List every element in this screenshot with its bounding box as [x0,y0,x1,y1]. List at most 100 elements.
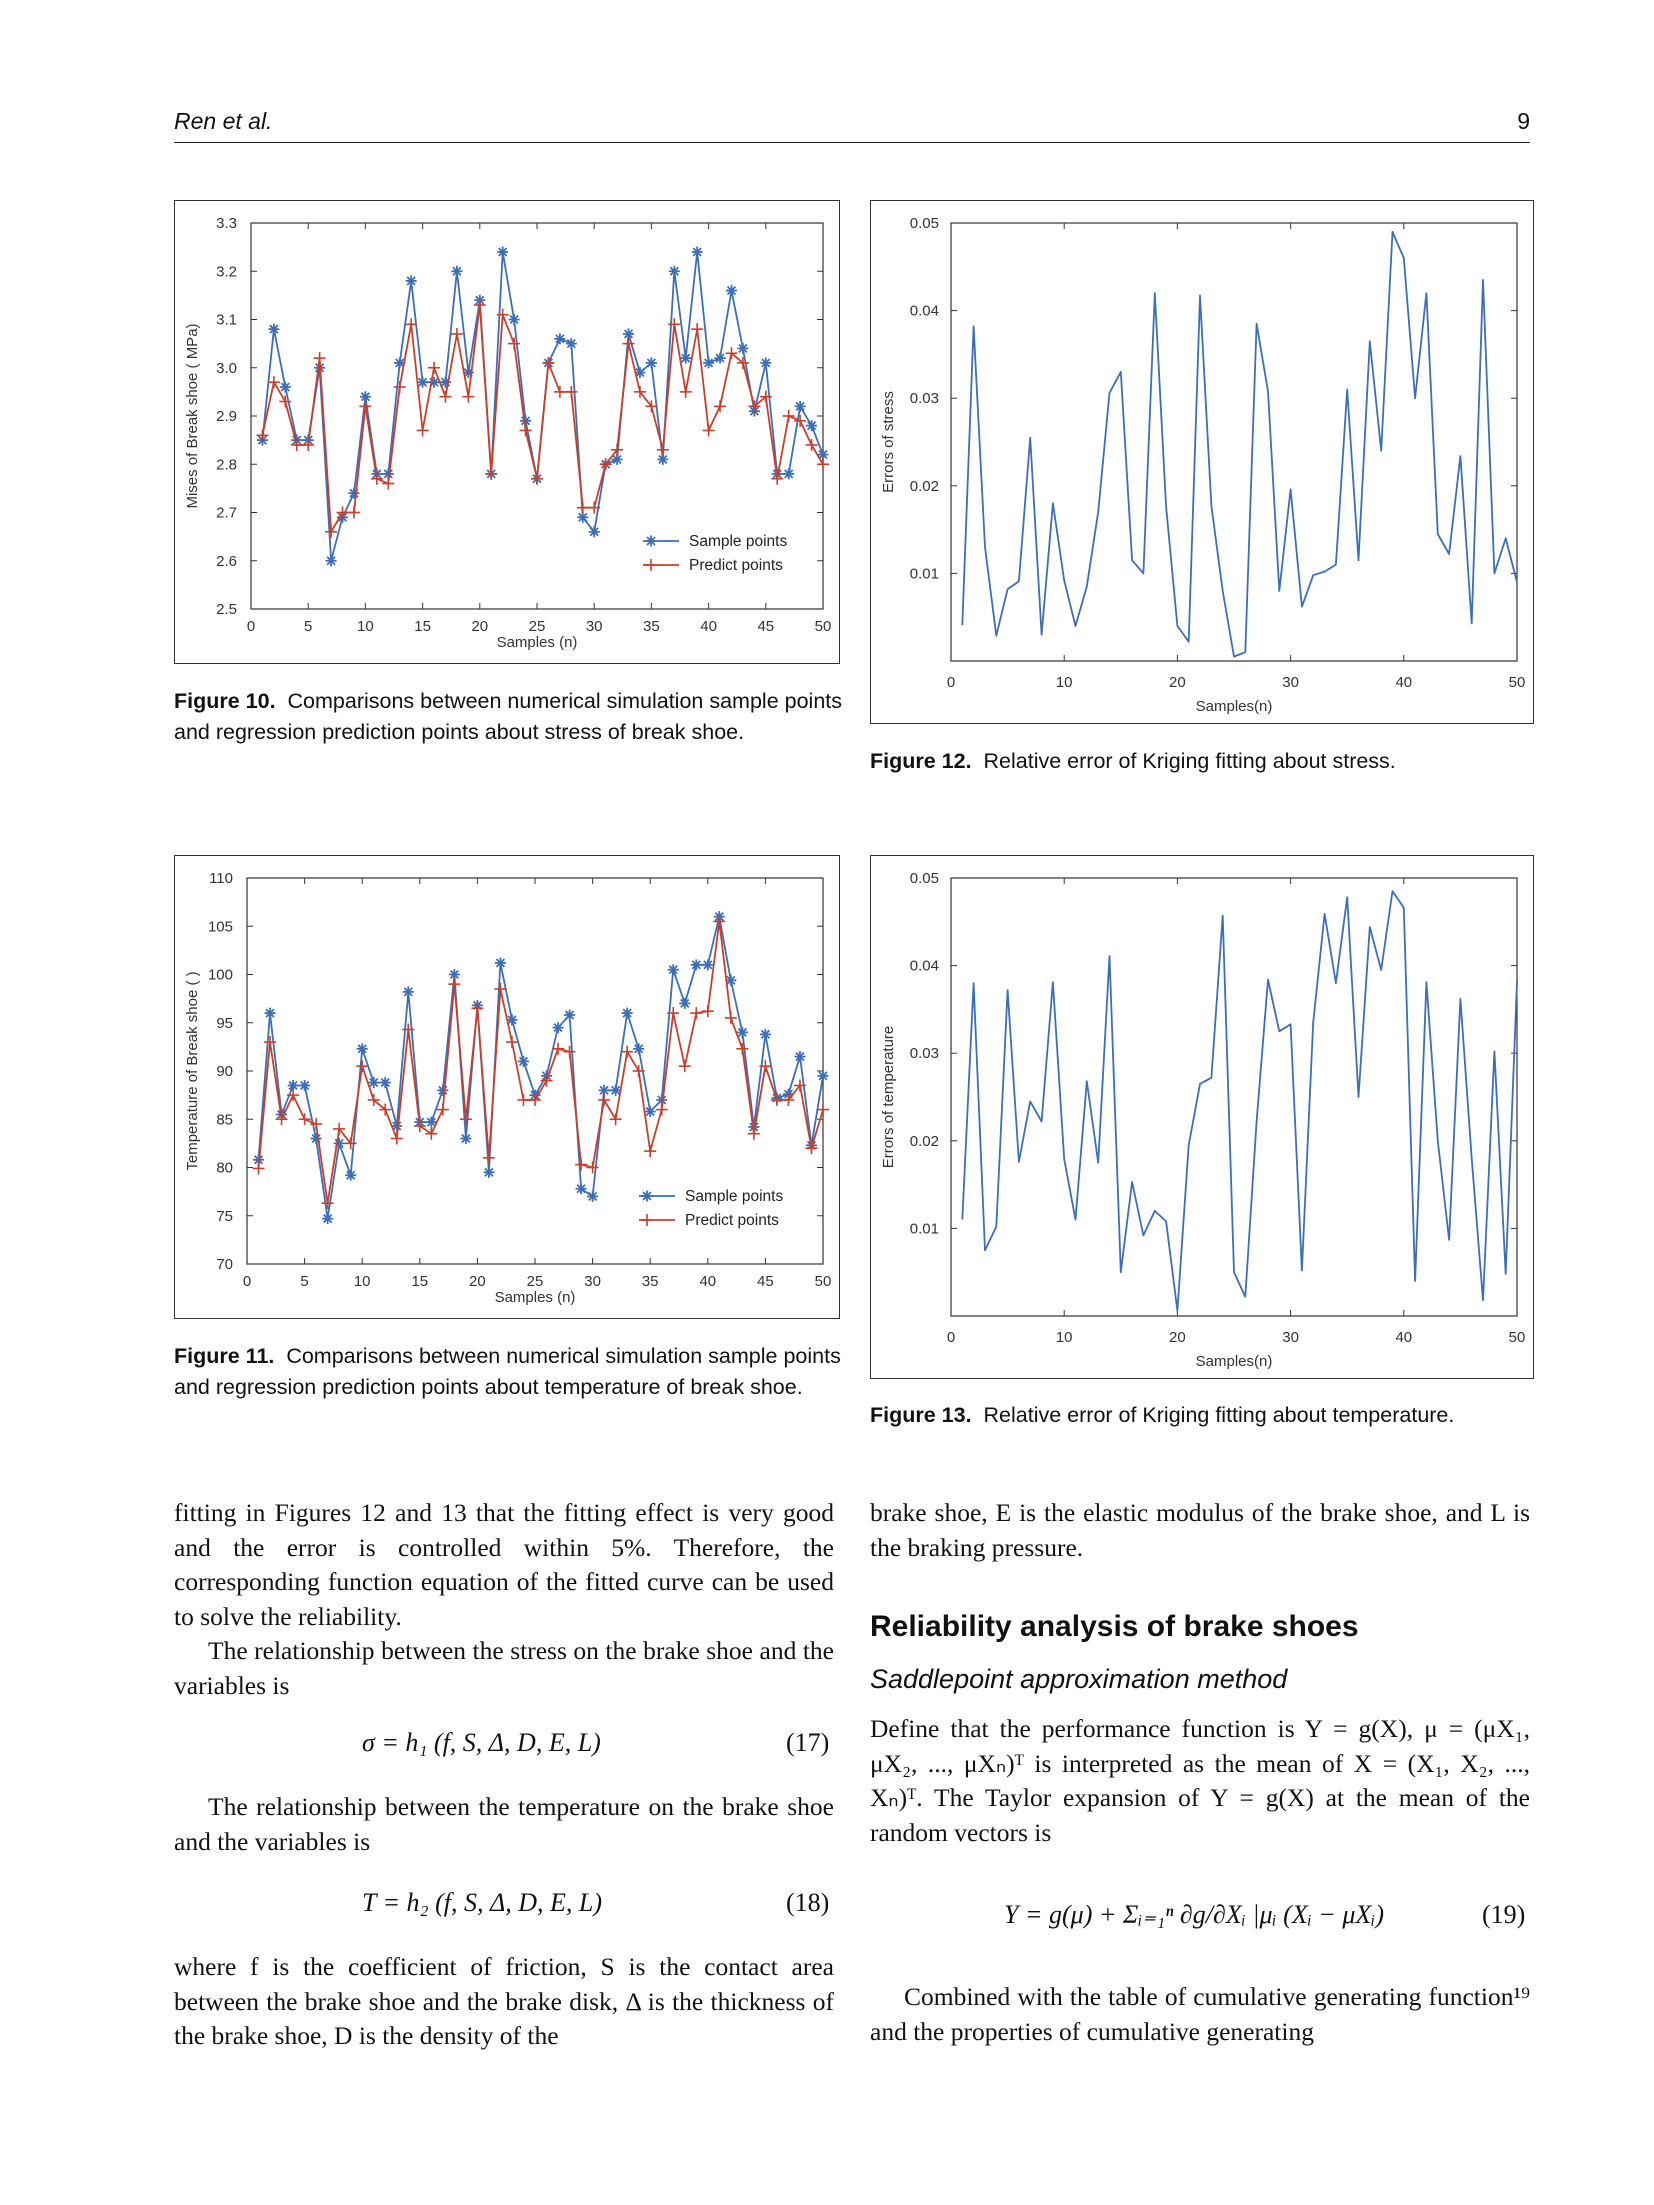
fig11-series-0-point-31 [610,1084,622,1096]
page-number: 9 [1517,108,1530,134]
fig12-series-0-line [961,230,1518,658]
fig10-ytick-label-6: 3.1 [216,312,237,329]
fig10-series-1-point-46 [782,410,795,422]
paragraph-performance-function: Define that the performance function is … [870,1714,1530,1847]
fig10-series-0-point-14 [417,376,429,388]
fig11-s0-p37-d2 [680,998,690,1009]
fig10-series-0-point-29 [588,526,600,538]
fig10-series-1-point-36 [668,318,681,331]
fig10-xtick-label-10: 50 [815,618,832,635]
fig11-s0-p36-d2 [668,965,678,975]
fig11-series-0-point-13 [402,986,414,998]
fig11-series-1-point-33 [632,1065,645,1077]
fig10-series-1-point-44 [759,390,772,403]
fig11-series-1-point-3 [287,1089,300,1102]
fig11-series-0-point-16 [437,1084,449,1096]
fig10-series-0-point-41 [725,285,737,297]
fig10-s0-p47-d2 [795,401,805,411]
fig11-s0-p5-d2 [311,1133,321,1144]
fig11-series-0-point-44 [759,1028,771,1040]
fig11-ylabel: Temperature of Break shoe ( ) [184,971,201,1170]
fig10-s0-p12-d2 [395,358,405,368]
fig11-s0-p13-d2 [403,987,413,997]
fig10-s0-p40-d2 [715,353,725,363]
equation-17: σ = h₁ (f, S, Δ, D, E, L) [362,1728,601,1757]
figure-10-chart: 0 5 10 15 20 25 30 35 40 45 50 2.5 2.6 2.7 2.8 2.9 3.0 3.… [184,215,832,651]
fig11-xtick-label-1: 5 [300,1273,308,1290]
fig11-series-0-point-8 [345,1169,357,1181]
fig10-s0-p44-d2 [761,358,771,368]
fig11-series-1-point-1 [264,1036,277,1049]
figure-12-caption: Figure 12. Relative error of Kriging fit… [870,746,1538,777]
fig11-series-1-point-49 [817,1103,829,1116]
fig13-series-0 [961,890,1518,1312]
fig11-s0-p47-d2 [795,1051,805,1062]
fig11-xtick-label-10: 50 [815,1273,832,1290]
fig11-s0-p49-d2 [818,1071,828,1081]
fig10-series-1-point-5 [313,352,326,365]
fig10-series-1-point-14 [416,424,429,437]
fig10-series-1-point-0 [256,429,269,442]
fig13-ytick-label-1: 0.02 [910,1133,939,1150]
fig11-series-0-point-9 [356,1043,368,1055]
left-column-bottom: where f is the coefficient of friction, … [174,1950,834,2054]
fig11-s0-p12-d2 [392,1121,402,1131]
fig10-series-0-point-48 [806,420,818,432]
fig11-series-1-point-26 [552,1042,565,1055]
fig11-series-0-point-34 [644,1106,656,1118]
paragraph-variable-definitions-cont: brake shoe, E is the elastic modulus of … [870,1498,1530,1562]
fig11-s0-p11-d2 [380,1077,390,1088]
fig10-s0-p13-d2 [406,276,416,286]
fig11-xtick-label-0: 0 [243,1273,251,1290]
fig10-series-1-point-43 [748,400,761,413]
figure-13-caption: Figure 13. Relative error of Kriging fit… [870,1400,1538,1431]
fig11-s0-p28-d2 [576,1184,586,1194]
fig10-series-0-point-6 [325,555,337,567]
fig12-xtick-label-1: 20 [1169,674,1186,691]
fig11-series-0-point-35 [656,1094,668,1106]
fig10-series-1-point-19 [473,299,486,312]
fig10-series-0-point-26 [554,333,566,345]
fig11-s0-p30-d2 [599,1085,609,1095]
fig10-s0-p32-d2 [623,329,634,339]
fig10-series-1-point-39 [702,424,715,437]
fig11-series-1-point-28 [575,1158,588,1171]
fig11-xtick-label-8: 40 [699,1273,716,1290]
figure-11-panel: 0 5 10 15 20 25 30 35 40 45 50 70 75 80 85 90 95 100 105 11… [174,855,840,1319]
fig10-series-1-point-41 [725,347,738,360]
fig10-series-0-point-1 [268,323,280,335]
fig11-legend-label-1: Predict points [685,1212,779,1229]
fig11-series-0 [253,911,829,1225]
fig10-series-0-point-44 [760,357,772,369]
fig10-series-1-point-25 [542,356,555,369]
fig11-series-1-point-41 [724,1011,737,1024]
fig11-series-0-point-29 [587,1190,599,1202]
fig11-series-0-point-42 [736,1026,748,1038]
fig11-series-1-point-20 [482,1151,495,1164]
fig10-series-0-point-22 [508,314,520,325]
fig10-series-0-point-27 [565,338,577,350]
fig10-legend-label-0: Sample points [689,533,787,550]
fig12-ytick-label-4: 0.05 [910,215,939,232]
fig10-ytick-label-0: 2.5 [216,601,237,618]
fig10-s0-p48-d2 [806,421,817,431]
fig10-series-1-point-33 [633,385,646,398]
fig11-series-0-point-23 [517,1055,529,1067]
fig11-series-1-point-11 [379,1103,392,1116]
fig11-s0-p8-d2 [346,1170,356,1180]
fig11-series-1-point-4 [298,1113,311,1126]
fig10-ylabel: Mises of Break shoe ( MPa) [184,323,201,508]
fig10-series-1-point-7 [336,506,349,519]
figure-13-caption-text: Relative error of Kriging fitting about … [983,1403,1455,1427]
fig12-ytick-label-3: 0.04 [910,303,939,320]
fig10-s0-p39-d2 [704,358,714,368]
fig11-series-1-point-34 [644,1145,657,1158]
fig11-s0-p41-d2 [726,975,736,985]
fig10-series-1-point-17 [450,327,463,340]
fig13-origin-label: 0 [947,1329,955,1346]
fig12-ylabel: Errors of stress [880,391,897,493]
fig11-ytick-label-8: 110 [209,870,233,887]
fig13-plot-frame [950,877,1518,1317]
fig10-series-0-point-49 [817,449,829,461]
fig11-s0-p31-d2 [611,1085,621,1095]
